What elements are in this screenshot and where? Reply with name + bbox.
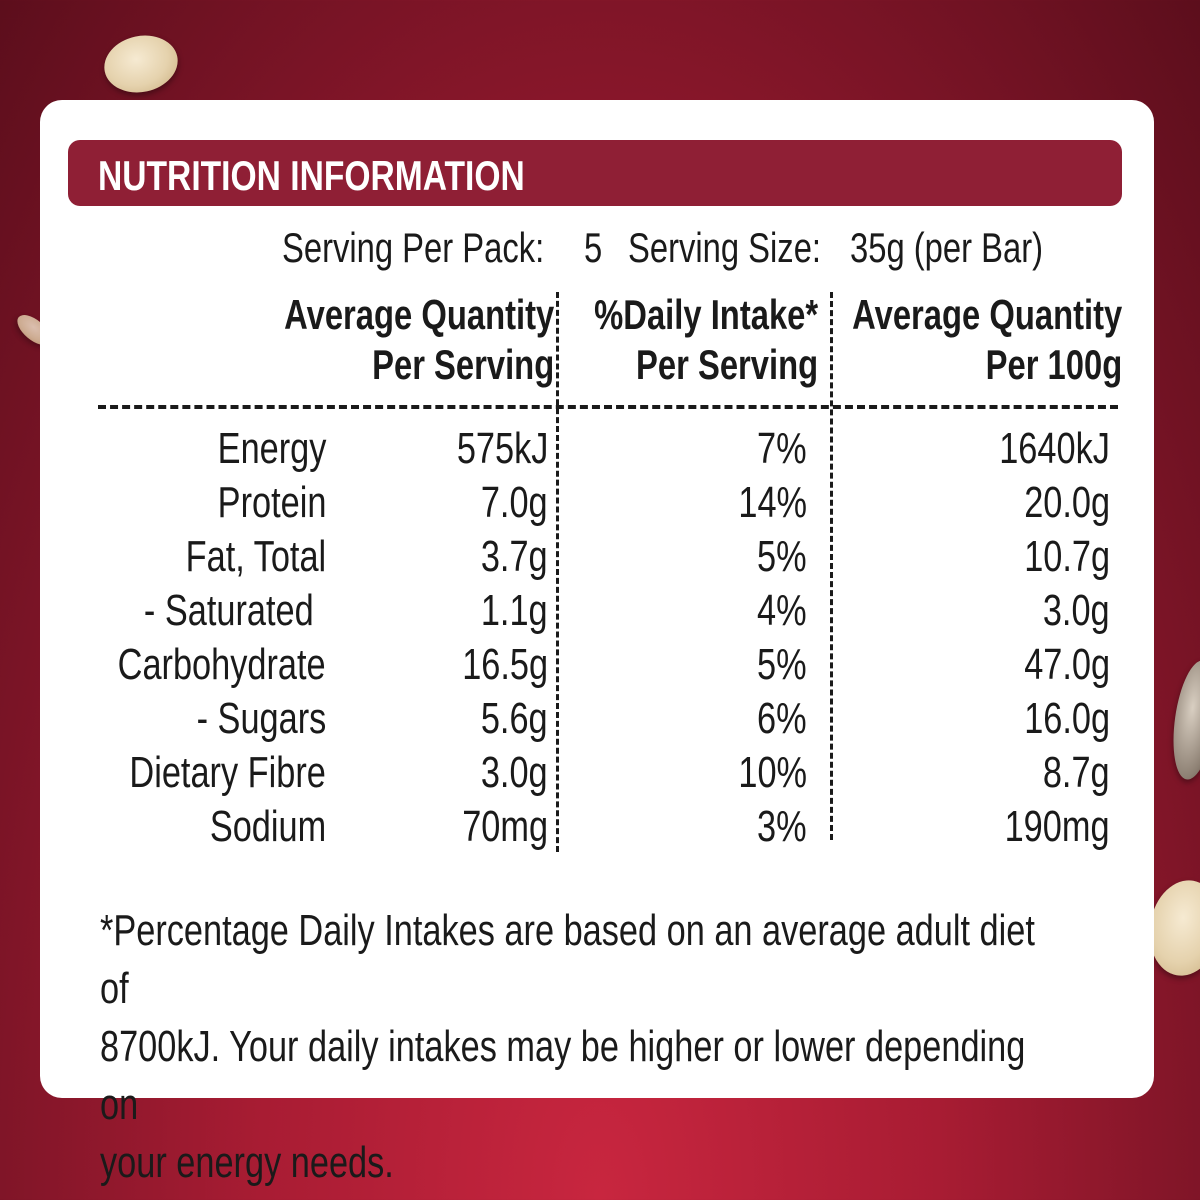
per-serving-value: 575kJ <box>456 424 548 473</box>
daily-intake-value: 7% <box>757 424 807 473</box>
daily-intake-value: 10% <box>738 748 807 797</box>
daily-intake-footnote: *Percentage Daily Intakes are based on a… <box>100 902 1067 1192</box>
serving-per-pack-label: Serving Per Pack: <box>282 224 545 271</box>
footnote-line: *Percentage Daily Intakes are based on a… <box>100 906 1035 1013</box>
column-header-line: Per 100g <box>985 341 1122 388</box>
column-header-line: %Daily Intake* <box>594 291 818 338</box>
per-100g-value: 47.0g <box>1024 640 1110 689</box>
nutrient-name: Protein <box>217 478 326 527</box>
per-100g-value: 1640kJ <box>999 424 1110 473</box>
table-row: Sodium 70mg 3% 190mg <box>0 800 1200 854</box>
table-row: Fat, Total 3.7g 5% 10.7g <box>0 530 1200 584</box>
per-100g-value: 3.0g <box>1043 586 1110 635</box>
per-serving-value: 5.6g <box>481 694 548 743</box>
column-header-line: Average Quantity <box>283 291 554 338</box>
footnote-line: your energy needs. <box>100 1138 394 1187</box>
per-serving-value: 3.7g <box>481 532 548 581</box>
nutrient-name: - Saturated <box>144 586 314 635</box>
per-serving-value: 1.1g <box>481 586 548 635</box>
panel-title: NUTRITION INFORMATION <box>98 152 525 199</box>
per-100g-value: 8.7g <box>1043 748 1110 797</box>
column-header-line: Per Serving <box>635 341 818 388</box>
oat-flake-decoration <box>98 28 184 100</box>
per-serving-value: 16.5g <box>462 640 548 689</box>
per-serving-value: 70mg <box>462 802 548 851</box>
nutrient-name: Energy <box>217 424 326 473</box>
column-divider <box>830 292 833 840</box>
daily-intake-value: 5% <box>757 532 807 581</box>
nutrient-name: Sodium <box>209 802 326 851</box>
footnote-line: 8700kJ. Your daily intakes may be higher… <box>100 1022 1026 1129</box>
column-header-line: Average Quantity <box>851 291 1122 338</box>
serving-size-value: 35g (per Bar) <box>850 224 1044 271</box>
nutrient-name: Carbohydrate <box>118 640 326 689</box>
header-divider <box>98 405 1118 409</box>
nutrition-panel <box>40 100 1154 1098</box>
per-100g-value: 10.7g <box>1024 532 1110 581</box>
nutrient-name: - Sugars <box>196 694 326 743</box>
table-row: - Sugars 5.6g 6% 16.0g <box>0 692 1200 746</box>
table-row: Energy 575kJ 7% 1640kJ <box>0 422 1200 476</box>
table-row: Protein 7.0g 14% 20.0g <box>0 476 1200 530</box>
title-bar <box>68 140 1122 206</box>
per-100g-value: 20.0g <box>1024 478 1110 527</box>
serving-size-label: Serving Size: <box>628 224 822 271</box>
column-header-line: Per Serving <box>371 341 554 388</box>
nutrition-table: Energy 575kJ 7% 1640kJ Protein 7.0g 14% … <box>0 422 1200 854</box>
daily-intake-value: 14% <box>738 478 807 527</box>
per-serving-value: 7.0g <box>481 478 548 527</box>
daily-intake-value: 3% <box>757 802 807 851</box>
per-serving-value: 3.0g <box>481 748 548 797</box>
nutrient-name: Fat, Total <box>185 532 326 581</box>
table-row: - Saturated 1.1g 4% 3.0g <box>0 584 1200 638</box>
daily-intake-value: 5% <box>757 640 807 689</box>
daily-intake-value: 4% <box>757 586 807 635</box>
column-divider <box>556 292 559 852</box>
daily-intake-value: 6% <box>757 694 807 743</box>
column-header-per-100g: Average Quantity Per 100g <box>852 290 1122 390</box>
nutrient-name: Dietary Fibre <box>129 748 326 797</box>
serving-per-pack-value: 5 <box>584 224 603 271</box>
column-header-per-serving: Average Quantity Per Serving <box>284 290 554 390</box>
column-header-daily-intake: %Daily Intake* Per Serving <box>594 290 818 390</box>
table-row: Dietary Fibre 3.0g 10% 8.7g <box>0 746 1200 800</box>
per-100g-value: 16.0g <box>1024 694 1110 743</box>
table-row: Carbohydrate 16.5g 5% 47.0g <box>0 638 1200 692</box>
per-100g-value: 190mg <box>1005 802 1110 851</box>
